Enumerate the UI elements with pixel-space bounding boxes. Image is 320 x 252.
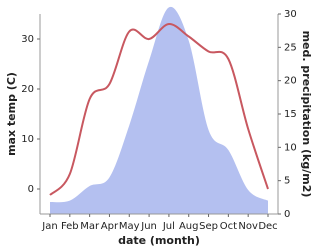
x-tick-label: May: [119, 221, 140, 232]
y-axis-label: max temp (C): [5, 72, 18, 156]
y2-tick-label: 10: [284, 142, 297, 153]
x-tick-label: Dec: [258, 221, 277, 232]
x-tick-label: Jan: [41, 221, 57, 232]
precipitation-area: [50, 6, 268, 214]
y2-tick-label: 5: [284, 176, 290, 187]
x-tick-label: Feb: [61, 221, 79, 232]
y2-tick-label: 25: [284, 42, 297, 53]
x-tick-label: Apr: [101, 221, 119, 232]
y2-tick-label: 15: [284, 109, 297, 120]
x-tick-label: Mar: [80, 221, 100, 232]
y2-tick-label: 30: [284, 9, 297, 20]
temperature-line: [49, 23, 269, 196]
y2-tick-label: 0: [284, 209, 290, 220]
x-tick-label: Aug: [179, 221, 199, 232]
x-axis-label: date (month): [118, 234, 200, 247]
y-tick-label: 10: [21, 134, 34, 145]
y2-axis-label: med. precipitation (kg/m2): [300, 31, 313, 198]
y-tick-label: 20: [21, 84, 34, 95]
y-tick-label: 0: [28, 184, 34, 195]
x-tick-label: Jul: [162, 221, 175, 232]
y-tick-label: 30: [21, 34, 34, 45]
x-tick-label: Oct: [220, 221, 237, 232]
x-tick-label: Jun: [140, 221, 157, 232]
y2-tick-label: 20: [284, 76, 297, 87]
x-tick-label: Nov: [238, 221, 258, 232]
x-tick-label: Sep: [199, 221, 218, 232]
